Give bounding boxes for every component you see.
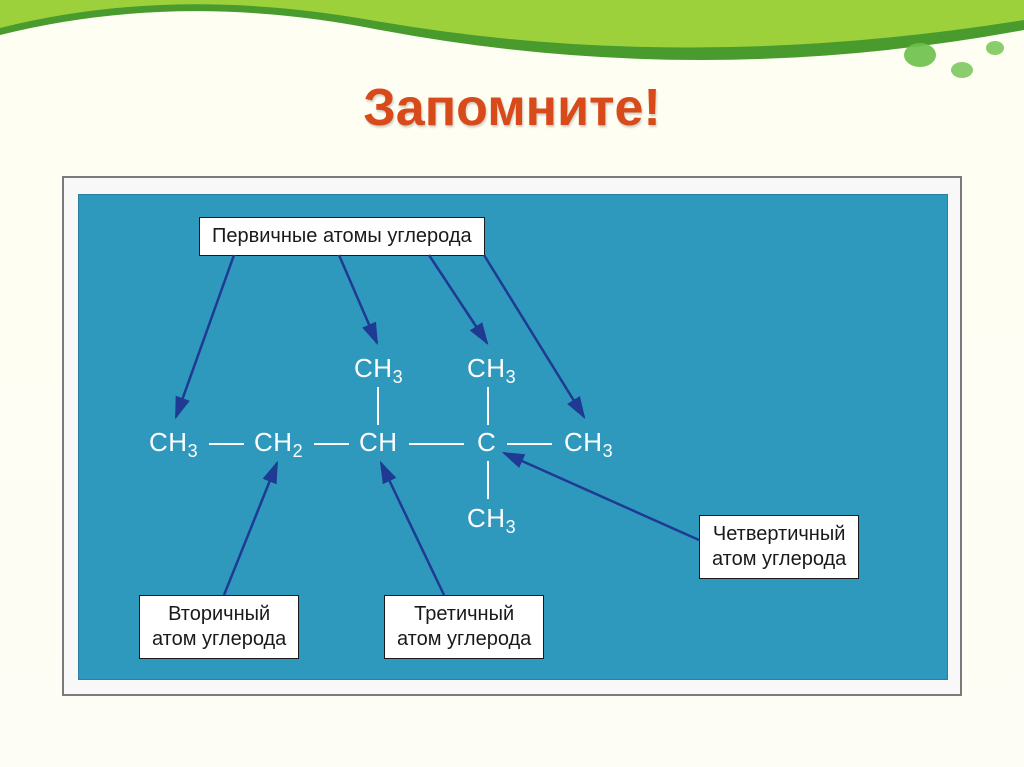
atom-ch3-5: CH3	[564, 427, 613, 462]
label-primary: Первичные атомы углерода	[199, 217, 485, 256]
bond	[377, 387, 379, 425]
diagram-frame: Первичные атомы углерода Вторичный атом …	[62, 176, 962, 696]
bond	[507, 443, 552, 445]
label-primary-text: Первичные атомы углерода	[212, 225, 472, 247]
label-quaternary: Четвертичный атом углерода	[699, 515, 859, 579]
bond	[209, 443, 244, 445]
atom-ch: CH	[359, 427, 398, 458]
bond	[487, 461, 489, 499]
slide-title: Запомните!	[0, 78, 1024, 138]
atom-ch3-down: CH3	[467, 503, 516, 538]
diagram: Первичные атомы углерода Вторичный атом …	[78, 194, 948, 680]
atom-ch3-up1: CH3	[354, 353, 403, 388]
bond	[409, 443, 464, 445]
label-secondary: Вторичный атом углерода	[139, 595, 299, 659]
label-quaternary-l2: атом углерода	[712, 548, 846, 570]
label-tertiary: Третичный атом углерода	[384, 595, 544, 659]
atom-ch3-1: CH3	[149, 427, 198, 462]
slide: Запомните! Первичные атомы углерода Втор…	[0, 0, 1024, 767]
label-tertiary-l1: Третичный	[414, 603, 514, 625]
bond	[314, 443, 349, 445]
label-secondary-l1: Вторичный	[168, 603, 270, 625]
atom-ch2: CH2	[254, 427, 303, 462]
atom-ch3-up2: CH3	[467, 353, 516, 388]
atom-c: C	[477, 427, 496, 458]
label-quaternary-l1: Четвертичный	[713, 523, 846, 545]
label-tertiary-l2: атом углерода	[397, 628, 531, 650]
label-secondary-l2: атом углерода	[152, 628, 286, 650]
bond	[487, 387, 489, 425]
